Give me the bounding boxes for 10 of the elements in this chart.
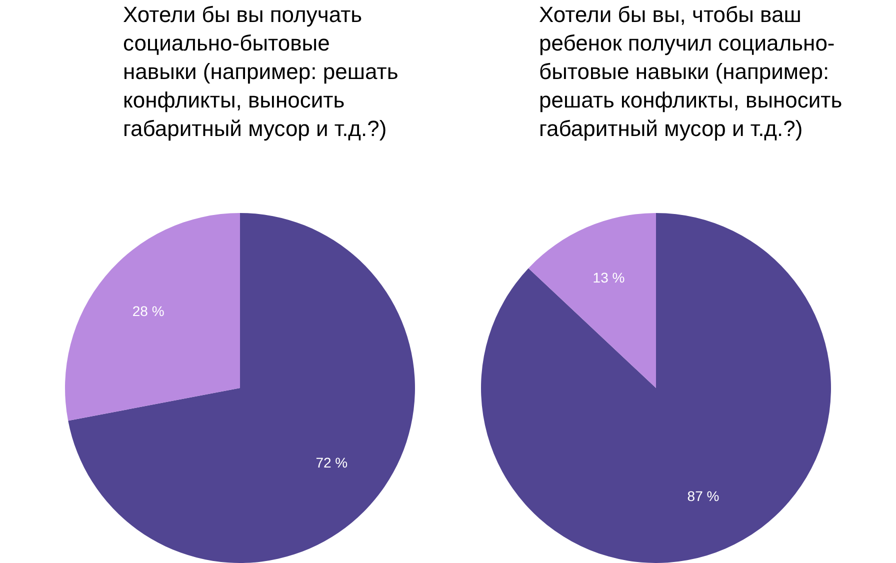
data-label: 72 % [316, 454, 348, 471]
pie-slice [65, 213, 240, 421]
data-label: 28 % [132, 302, 164, 319]
data-label: 87 % [687, 488, 720, 504]
chart-title: Хотели бы вы, чтобы ваш ребенок получил социально- бытовые навыки (например: решать конфликты, выносить габаритный мусор и т.д.?) [539, 2, 842, 141]
pie-slice [481, 213, 831, 563]
pie-slice [528, 213, 656, 388]
pie-slice [68, 213, 415, 563]
data-label: 13 % [592, 269, 625, 286]
chart-title: Хотели бы вы получать социально-бытовые навыки (например: решать конфликты, выносить габаритный мусор и т.д.?) [123, 2, 398, 141]
